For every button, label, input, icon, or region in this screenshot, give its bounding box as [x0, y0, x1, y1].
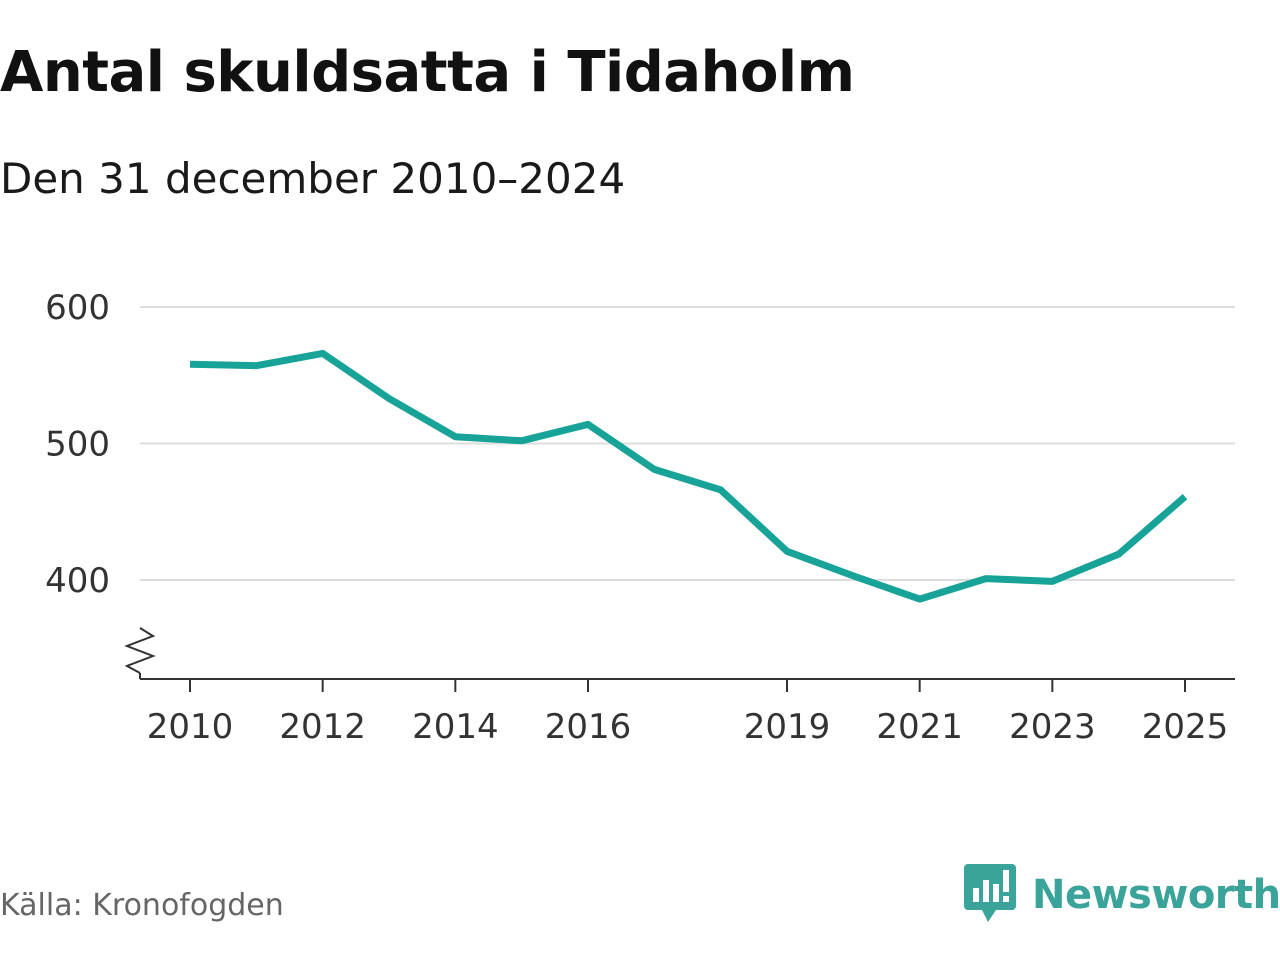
newsworthy-logo-icon — [964, 864, 1016, 922]
axes — [124, 627, 1235, 680]
brand: Newsworthy — [964, 864, 1280, 926]
y-tick-label-400: 400 — [45, 561, 110, 601]
x-tick-label-2012: 2012 — [279, 707, 366, 747]
x-tick-label-2019: 2019 — [744, 707, 831, 747]
y-tick-label-500: 500 — [45, 425, 110, 465]
y-axis-break-marker — [124, 627, 156, 674]
series-group — [189, 349, 1188, 603]
grid-lines — [140, 306, 1235, 581]
source-note: Källa: Kronofogden — [0, 888, 284, 923]
x-tick-label-2016: 2016 — [545, 707, 632, 747]
series-line-0 — [189, 349, 1188, 603]
chart-subtitle: Den 31 december 2010–2024 — [0, 154, 626, 203]
x-axis-labels: 2010 2012 2014 2016 2019 2021 2023 2025 — [147, 707, 1229, 747]
x-tick-label-2023: 2023 — [1009, 707, 1096, 747]
y-tick-label-600: 600 — [45, 288, 110, 328]
chart-title: Antal skuldsatta i Tidaholm — [0, 40, 855, 105]
x-tick-label-2010: 2010 — [147, 707, 234, 747]
x-axis-ticks — [189, 679, 1186, 692]
x-tick-label-2021: 2021 — [876, 707, 963, 747]
x-tick-label-2025: 2025 — [1142, 707, 1229, 747]
x-tick-label-2014: 2014 — [412, 707, 499, 747]
brand-name: Newsworthy — [1032, 872, 1280, 918]
y-axis-labels: 400 500 600 — [45, 288, 110, 601]
